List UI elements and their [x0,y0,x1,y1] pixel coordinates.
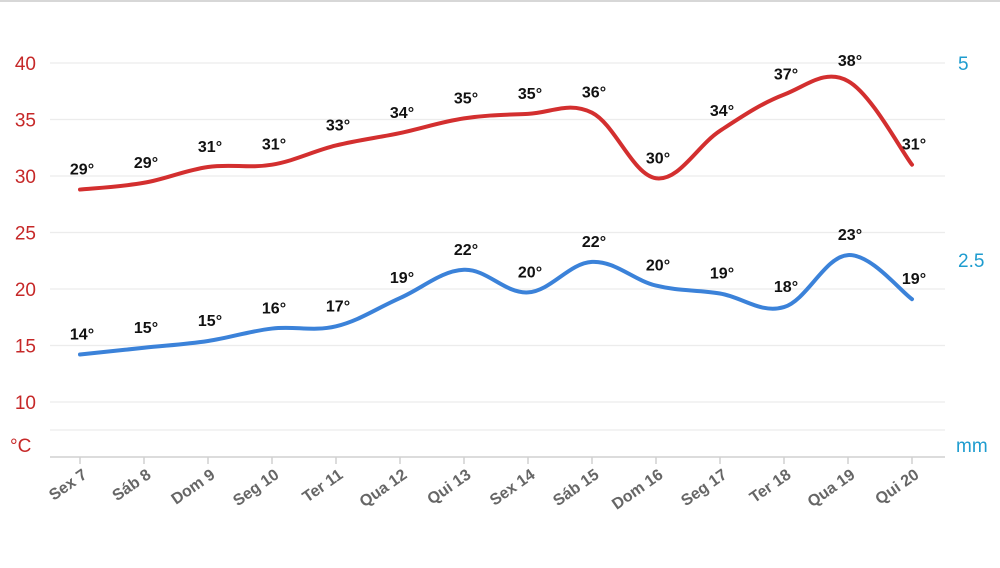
y-left-tick: 15 [15,337,36,358]
series-lines [78,74,914,357]
y-left-tick: 25 [15,224,36,245]
data-label-max: 37° [774,67,798,84]
x-tick-label: Sáb 8 [110,466,155,504]
data-label-min: 22° [582,234,606,251]
data-label-max: 30° [646,150,670,167]
data-label-min: 14° [70,327,94,344]
x-tick-label: Sex 14 [487,466,538,509]
x-tick-label: Qui 13 [424,466,474,508]
series-line-max [78,74,914,192]
data-labels: 29° 29° 31° 31° 33° 34° 35° 35° 36° 30° 34° 37° 38° 3… [70,53,926,343]
data-label-max: 31° [902,137,926,154]
data-label-max: 34° [390,105,414,122]
x-tick-label: Qua 12 [357,466,411,511]
x-tick-label: Dom 9 [168,466,218,508]
x-axis [50,456,945,464]
data-label-min: 15° [134,320,158,337]
x-tick-label: Dom 16 [609,466,666,513]
x-axis-ticks: Sex 7 Sáb 8 Dom 9 Seg 10 Ter 11 Qua 12 Qui 13 S… [46,466,922,513]
data-label-max: 29° [134,155,158,172]
x-tick-label: Ter 18 [747,466,794,506]
y-right-unit: mm [956,436,988,457]
data-label-max: 31° [262,137,286,154]
data-label-min: 22° [454,242,478,259]
x-tick-label: Sex 7 [46,466,90,504]
data-label-max: 36° [582,85,606,102]
series-line-min [78,253,914,357]
data-label-min: 20° [518,264,542,281]
data-label-max: 31° [198,139,222,156]
data-label-min: 19° [902,271,926,288]
y-left-tick: 30 [15,167,36,188]
data-label-min: 19° [710,266,734,283]
data-label-min: 18° [774,279,798,296]
y-left-tick: 20 [15,280,36,301]
y-right-tick: 5 [958,54,969,75]
grid-lines [50,62,945,431]
x-tick-label: Seg 17 [678,466,730,510]
x-tick-label: Qua 19 [805,466,859,511]
data-label-min: 16° [262,301,286,318]
data-label-min: 15° [198,313,222,330]
data-label-max: 33° [326,117,350,134]
y-left-tick: 10 [15,393,36,414]
x-tick-label: Qui 20 [872,466,922,508]
y-left-tick: 40 [15,54,36,75]
data-label-min: 19° [390,270,414,287]
data-label-max: 29° [70,162,94,179]
x-tick-label: Ter 11 [300,466,347,506]
y-right-tick: 2.5 [958,251,984,272]
x-tick-label: Seg 10 [230,466,282,510]
y-left-unit: °C [10,436,31,457]
data-label-min: 23° [838,227,862,244]
data-label-min: 17° [326,298,350,315]
top-border [0,0,1000,2]
y-left-tick: 35 [15,111,36,132]
y-axis-ticks: 40 35 30 25 20 15 10 °C 5 2.5 mm [10,54,988,457]
data-label-max: 35° [454,90,478,107]
data-label-min: 20° [646,258,670,275]
data-label-max: 38° [838,53,862,70]
x-tick-label: Sáb 15 [550,466,602,510]
data-label-max: 34° [710,103,734,120]
data-label-max: 35° [518,86,542,103]
